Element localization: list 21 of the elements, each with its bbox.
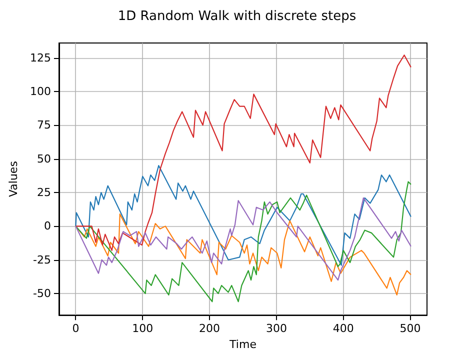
y-tick-label: 50 (37, 152, 51, 166)
y-tick-label: 25 (37, 186, 51, 200)
y-axis-title: Values (7, 160, 20, 198)
line-series (75, 197, 412, 281)
x-tick-label: 400 (332, 322, 354, 336)
y-tick-label: 0 (44, 220, 51, 233)
x-tick-label: 0 (72, 322, 80, 336)
line-series (75, 165, 412, 266)
chart-title: 1D Random Walk with discrete steps (118, 9, 356, 24)
y-tick-label: -50 (33, 287, 51, 300)
x-tick-label: 100 (132, 322, 154, 336)
x-tick-label: 200 (199, 322, 220, 336)
x-tick-label: 300 (266, 322, 287, 336)
y-tick-label: 75 (37, 118, 51, 132)
line-series (75, 181, 412, 302)
y-tick-label: 125 (30, 51, 51, 64)
line-series (75, 54, 412, 251)
x-axis-title: Time (228, 338, 257, 351)
y-tick-label: -25 (33, 253, 51, 266)
x-tick-label: 500 (400, 322, 421, 336)
y-tick-label: 100 (30, 84, 51, 98)
